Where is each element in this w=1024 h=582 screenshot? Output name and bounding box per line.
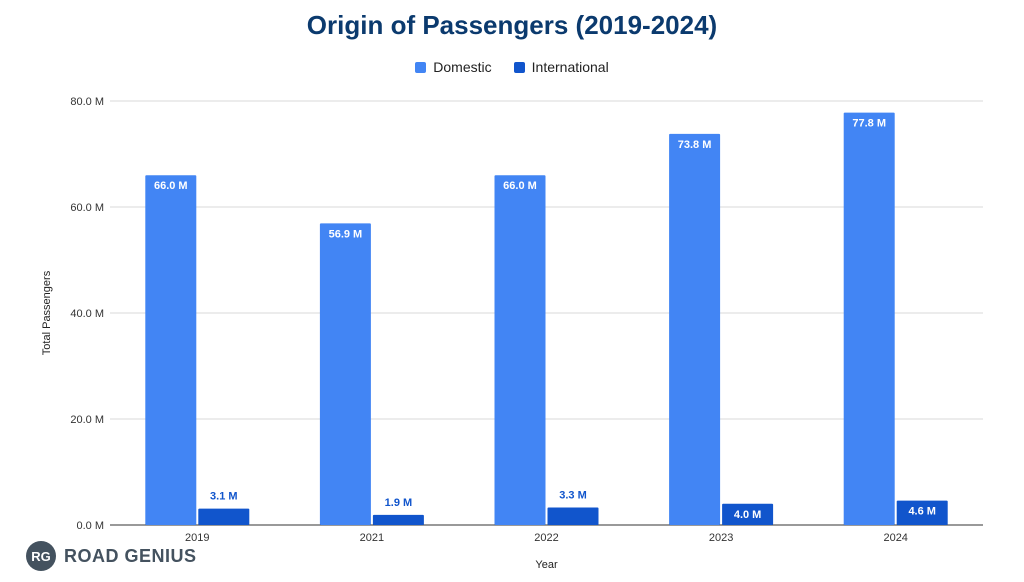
chart-title: Origin of Passengers (2019-2024) [306,10,718,40]
data-label-domestic-2019: 66.0 M [154,180,188,192]
legend-item-domestic: Domestic [415,59,492,75]
legend-item-international: International [513,59,609,75]
bar-international-2019 [198,508,250,525]
bar-domestic-2021 [319,223,371,525]
data-label-international-2019: 3.1 M [210,491,238,503]
bar-domestic-2024 [843,112,895,525]
y-tick-label: 80.0 M [70,96,104,108]
x-tick-label: 2019 [185,532,209,544]
bar-international-2021 [372,514,424,525]
data-label-domestic-2021: 56.9 M [329,228,363,240]
legend-label-domestic: Domestic [433,59,492,75]
data-label-international-2022: 3.3 M [559,490,587,502]
bar-domestic-2019 [145,175,197,525]
data-label-international-2024: 4.6 M [908,506,936,518]
legend-swatch-international [513,61,525,73]
y-tick-label: 40.0 M [70,308,104,320]
x-tick-label: 2023 [709,532,733,544]
data-label-domestic-2023: 73.8 M [678,139,712,151]
data-label-domestic-2022: 66.0 M [503,180,537,192]
bar-international-2022 [547,507,599,525]
data-label-international-2023: 4.0 M [734,509,762,521]
x-tick-label: 2021 [360,532,384,544]
logo-mark: RG [26,541,56,571]
bar-domestic-2023 [669,133,721,526]
data-label-international-2021: 1.9 M [385,497,413,509]
legend: Domestic International [0,59,1024,75]
bar-international-2023 [722,503,774,525]
x-tick-label: 2024 [883,532,907,544]
road-genius-logo: RG ROAD GENIUS [26,541,197,571]
y-tick-label: 20.0 M [70,414,104,426]
legend-label-international: International [531,59,609,75]
bar-domestic-2022 [494,175,546,525]
data-label-domestic-2024: 77.8 M [852,118,886,130]
logo-text: ROAD GENIUS [64,545,197,566]
bar-international-2024 [896,500,948,525]
x-axis-title: Year [535,559,558,571]
y-axis-title: Total Passengers [41,270,53,355]
y-tick-label: 60.0 M [70,202,104,214]
x-tick-label: 2022 [534,532,558,544]
legend-swatch-domestic [415,61,427,73]
y-tick-label: 0.0 M [76,520,104,532]
